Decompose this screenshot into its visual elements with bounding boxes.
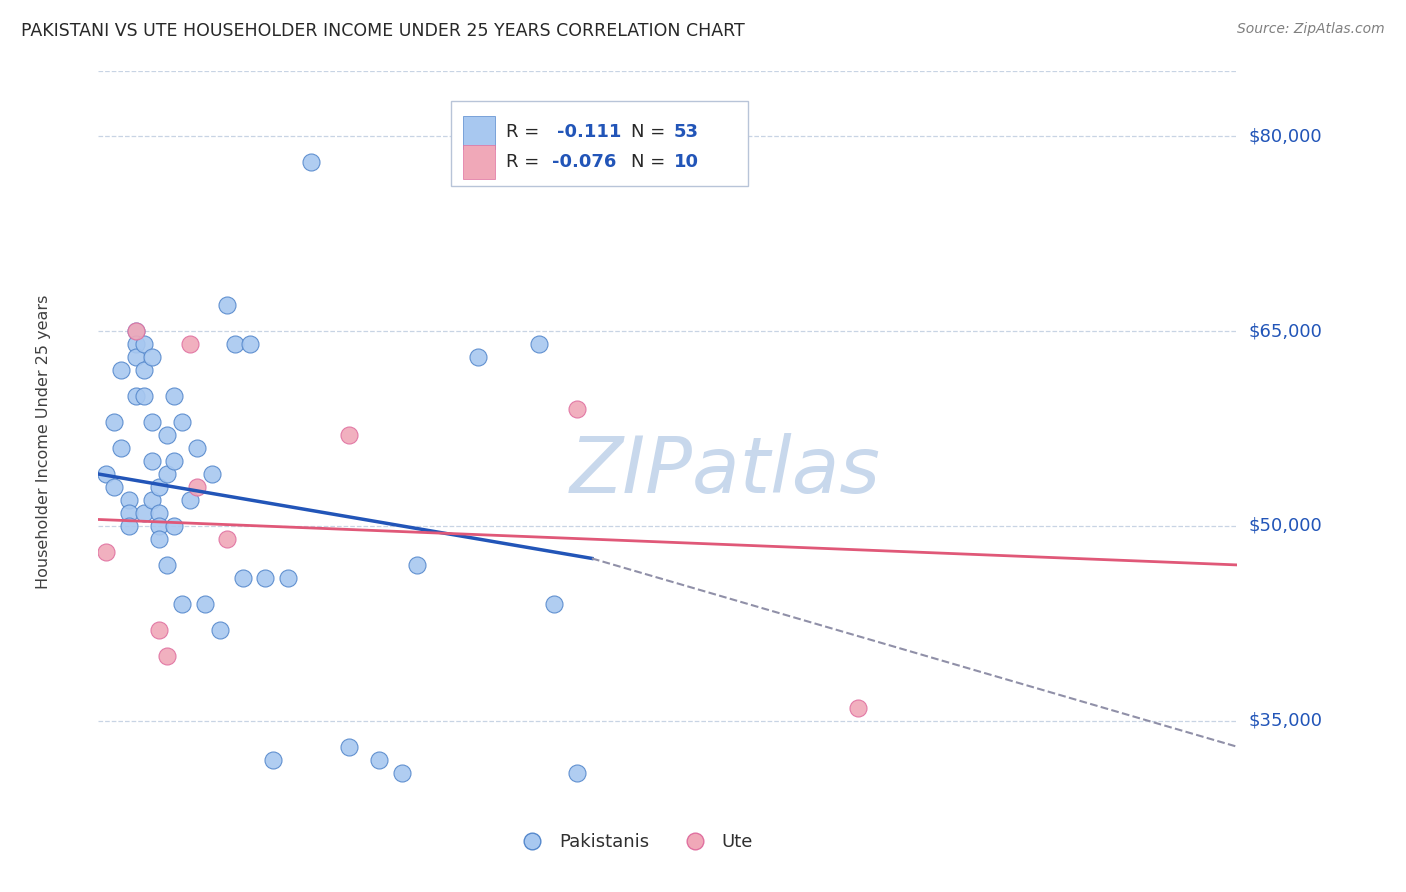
FancyBboxPatch shape	[463, 145, 495, 178]
Text: -0.076: -0.076	[551, 153, 616, 171]
Text: $65,000: $65,000	[1249, 322, 1323, 340]
Point	[141, 415, 163, 429]
Point	[103, 415, 125, 429]
Point	[565, 765, 588, 780]
Point	[148, 532, 170, 546]
FancyBboxPatch shape	[451, 101, 748, 186]
Point	[527, 337, 550, 351]
Point	[406, 558, 429, 572]
Point	[368, 753, 391, 767]
Point	[148, 480, 170, 494]
Point	[141, 493, 163, 508]
Point	[125, 324, 148, 338]
Point	[118, 493, 141, 508]
Point	[194, 597, 217, 611]
Point	[543, 597, 565, 611]
Point	[132, 337, 155, 351]
Legend: Pakistanis, Ute: Pakistanis, Ute	[508, 826, 761, 858]
Text: 10: 10	[673, 153, 699, 171]
Point	[299, 155, 322, 169]
Point	[125, 337, 148, 351]
Point	[118, 519, 141, 533]
Point	[141, 350, 163, 364]
Point	[186, 441, 208, 455]
Point	[156, 648, 179, 663]
Point	[217, 298, 239, 312]
Point	[125, 324, 148, 338]
Point	[132, 389, 155, 403]
Text: ZIPatlas: ZIPatlas	[569, 434, 880, 509]
Point	[337, 428, 360, 442]
Point	[186, 480, 208, 494]
Point	[141, 454, 163, 468]
Point	[224, 337, 246, 351]
Point	[132, 506, 155, 520]
Point	[148, 519, 170, 533]
Point	[148, 623, 170, 637]
Point	[156, 558, 179, 572]
Text: Source: ZipAtlas.com: Source: ZipAtlas.com	[1237, 22, 1385, 37]
Text: N =: N =	[631, 153, 672, 171]
Text: Householder Income Under 25 years: Householder Income Under 25 years	[37, 294, 51, 589]
Point	[179, 337, 201, 351]
Point	[163, 519, 186, 533]
Point	[163, 454, 186, 468]
Text: 53: 53	[673, 123, 699, 142]
Point	[262, 753, 284, 767]
Point	[565, 402, 588, 417]
Point	[391, 765, 413, 780]
Point	[125, 350, 148, 364]
Text: $80,000: $80,000	[1249, 128, 1322, 145]
Point	[179, 493, 201, 508]
Point	[110, 441, 132, 455]
Text: $50,000: $50,000	[1249, 517, 1323, 535]
Point	[201, 467, 224, 481]
Point	[467, 350, 489, 364]
Point	[156, 428, 179, 442]
Text: R =: R =	[506, 123, 551, 142]
Point	[170, 415, 193, 429]
Point	[163, 389, 186, 403]
Point	[846, 701, 869, 715]
Point	[337, 739, 360, 754]
Point	[170, 597, 193, 611]
Point	[103, 480, 125, 494]
Point	[239, 337, 262, 351]
Text: -0.111: -0.111	[557, 123, 621, 142]
Point	[110, 363, 132, 377]
Point	[156, 467, 179, 481]
Point	[94, 545, 117, 559]
Text: $35,000: $35,000	[1249, 712, 1323, 730]
Point	[94, 467, 117, 481]
Point	[277, 571, 299, 585]
Point	[132, 363, 155, 377]
Point	[125, 389, 148, 403]
Point	[217, 532, 239, 546]
Point	[148, 506, 170, 520]
Point	[232, 571, 254, 585]
Text: R =: R =	[506, 153, 546, 171]
Text: PAKISTANI VS UTE HOUSEHOLDER INCOME UNDER 25 YEARS CORRELATION CHART: PAKISTANI VS UTE HOUSEHOLDER INCOME UNDE…	[21, 22, 745, 40]
Point	[118, 506, 141, 520]
Point	[254, 571, 277, 585]
Text: N =: N =	[631, 123, 672, 142]
FancyBboxPatch shape	[463, 116, 495, 149]
Point	[208, 623, 231, 637]
